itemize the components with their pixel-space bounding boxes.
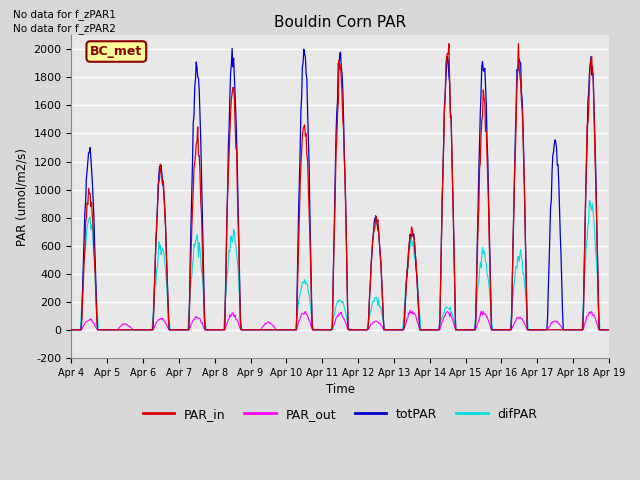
Text: No data for f_zPAR1: No data for f_zPAR1 [13,9,116,20]
X-axis label: Time: Time [326,383,355,396]
Text: No data for f_zPAR2: No data for f_zPAR2 [13,23,116,34]
Title: Bouldin Corn PAR: Bouldin Corn PAR [274,15,406,30]
Text: BC_met: BC_met [90,45,143,58]
Y-axis label: PAR (umol/m2/s): PAR (umol/m2/s) [15,147,28,246]
Legend: PAR_in, PAR_out, totPAR, difPAR: PAR_in, PAR_out, totPAR, difPAR [138,403,543,426]
